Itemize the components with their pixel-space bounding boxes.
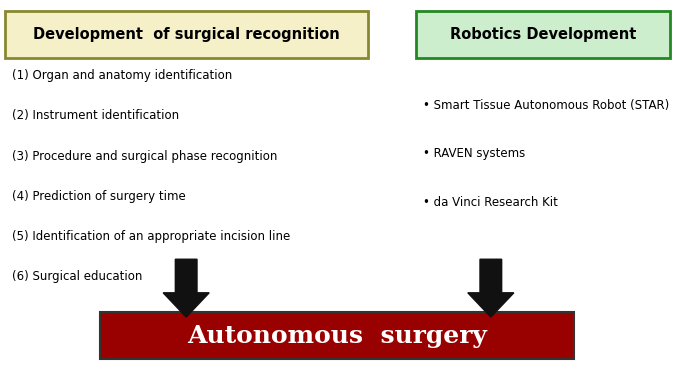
Text: (3) Procedure and surgical phase recognition: (3) Procedure and surgical phase recogni… [12,150,278,163]
Text: Robotics Development: Robotics Development [450,27,636,42]
Text: • da Vinci Research Kit: • da Vinci Research Kit [423,196,558,209]
Text: (2) Instrument identification: (2) Instrument identification [12,109,179,122]
FancyBboxPatch shape [5,11,368,58]
Text: • RAVEN systems: • RAVEN systems [423,147,525,160]
Text: • Smart Tissue Autonomous Robot (STAR): • Smart Tissue Autonomous Robot (STAR) [423,99,670,112]
Text: Autonomous  surgery: Autonomous surgery [188,323,487,348]
Text: (5) Identification of an appropriate incision line: (5) Identification of an appropriate inc… [12,230,290,243]
Text: (4) Prediction of surgery time: (4) Prediction of surgery time [12,190,186,203]
Text: (6) Surgical education: (6) Surgical education [12,270,143,283]
FancyBboxPatch shape [100,312,574,359]
FancyArrow shape [163,259,209,317]
FancyArrow shape [468,259,514,317]
Text: (1) Organ and anatomy identification: (1) Organ and anatomy identification [12,69,232,82]
Text: Development  of surgical recognition: Development of surgical recognition [33,27,340,42]
FancyBboxPatch shape [416,11,670,58]
